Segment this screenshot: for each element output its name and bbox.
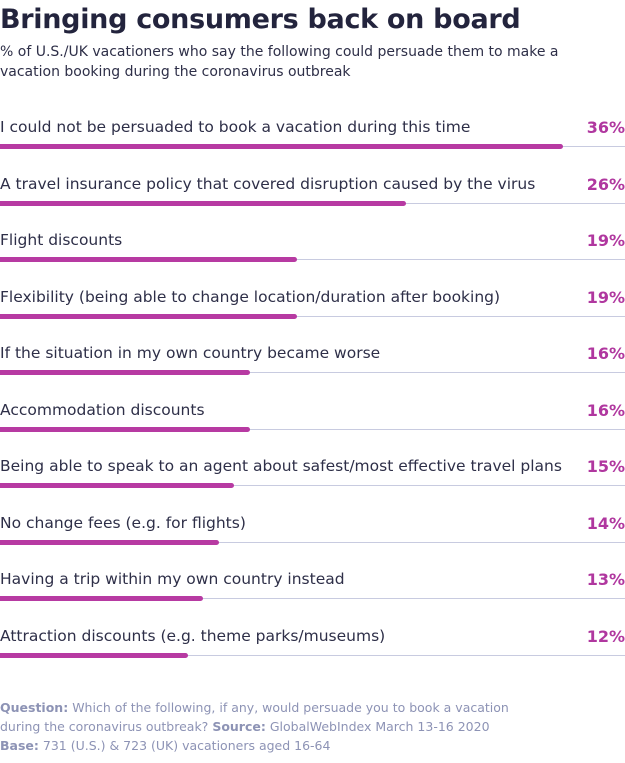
bar-row: Flight discounts 19%: [0, 227, 625, 284]
bar: [0, 483, 235, 488]
value-label: 19%: [586, 231, 625, 250]
value-label: 15%: [586, 457, 625, 476]
value-label: 19%: [586, 287, 625, 307]
value-label: 16%: [586, 344, 625, 363]
bar-row: Flexibility (being able to change locati…: [0, 284, 625, 341]
bar-row: Having a trip within my own country inst…: [0, 566, 625, 623]
category-label: Accommodation discounts: [0, 400, 205, 419]
bar-row: I could not be persuaded to book a vacat…: [0, 114, 625, 171]
bar-row: If the situation in my own country becam…: [0, 340, 625, 397]
category-label: Flexibility (being able to change locati…: [0, 287, 501, 306]
bar: [0, 313, 297, 319]
category-label: I could not be persuaded to book a vacat…: [0, 118, 471, 136]
bar-row: No change fees (e.g. for flights) 14%: [0, 510, 625, 567]
question-label: Question:: [0, 700, 69, 715]
bar: [0, 144, 563, 149]
bar: [0, 257, 297, 262]
category-label: Attraction discounts (e.g. theme parks/m…: [0, 626, 386, 645]
source-label: Source:: [212, 719, 266, 734]
value-label: 26%: [586, 174, 625, 194]
bar-track: [0, 372, 625, 373]
category-label: No change fees (e.g. for flights): [0, 513, 246, 532]
bar: [0, 200, 407, 206]
bar-track: [0, 485, 625, 486]
value-label: 36%: [586, 118, 625, 137]
bar-track: [0, 259, 625, 260]
bar: [0, 426, 250, 432]
value-label: 14%: [586, 513, 625, 533]
bar-track: [0, 654, 625, 656]
chart-footer: Question: Which of the following, if any…: [0, 698, 520, 755]
bar-track: [0, 541, 625, 543]
category-label: Being able to speak to an agent about sa…: [0, 457, 562, 475]
bar: [0, 652, 188, 658]
bar: [0, 596, 204, 601]
bar-track: [0, 598, 625, 599]
category-label: Flight discounts: [0, 231, 123, 249]
bar-track: [0, 315, 625, 317]
base-text: 731 (U.S.) & 723 (UK) vacationers aged 1…: [42, 738, 331, 753]
value-label: 13%: [586, 570, 625, 589]
category-label: Having a trip within my own country inst…: [0, 570, 345, 588]
question-text: Which of the following, if any, would pe…: [0, 700, 509, 734]
bar-chart: I could not be persuaded to book a vacat…: [0, 114, 625, 679]
source-text: GlobalWebIndex March 13-16 2020: [269, 719, 490, 734]
category-label: A travel insurance policy that covered d…: [0, 174, 536, 193]
chart-subtitle: % of U.S./UK vacationers who say the fol…: [0, 44, 559, 80]
value-label: 12%: [586, 626, 625, 646]
bar: [0, 370, 250, 375]
base-label: Base:: [0, 738, 39, 753]
bar-track: [0, 428, 625, 430]
bar-row: Accommodation discounts 16%: [0, 397, 625, 454]
bar: [0, 539, 219, 545]
bar-row: Attraction discounts (e.g. theme parks/m…: [0, 623, 625, 680]
chart-title: Bringing consumers back on board: [0, 4, 521, 35]
value-label: 16%: [586, 400, 625, 420]
bar-row: A travel insurance policy that covered d…: [0, 171, 625, 228]
bar-row: Being able to speak to an agent about sa…: [0, 453, 625, 510]
category-label: If the situation in my own country becam…: [0, 344, 381, 362]
